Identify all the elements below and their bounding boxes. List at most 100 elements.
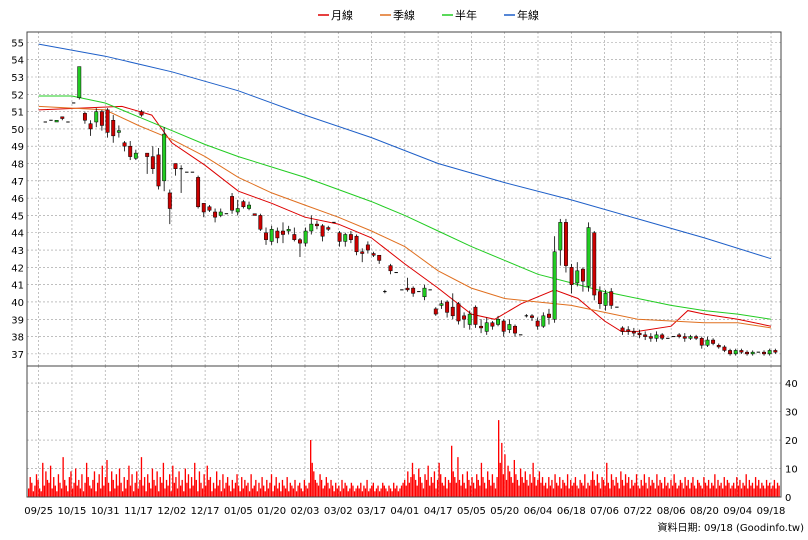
volume-bar <box>183 491 185 497</box>
volume-bar <box>667 482 669 497</box>
candle-body <box>648 336 653 339</box>
volume-bar <box>707 479 710 497</box>
volume-bar <box>327 482 329 497</box>
volume-bar <box>139 479 141 497</box>
volume-bar <box>502 474 505 497</box>
candle-body <box>507 324 512 330</box>
volume-bar <box>308 482 310 497</box>
volume-bar <box>383 485 385 497</box>
volume-bar <box>452 471 454 497</box>
volume-bar <box>393 482 395 497</box>
volume-bar <box>239 491 241 497</box>
volume-bar <box>325 477 327 497</box>
volume-bar <box>43 485 45 497</box>
volume-bar <box>103 485 105 497</box>
volume-bar <box>460 485 462 497</box>
price-tick-label: 46 <box>11 194 24 205</box>
volume-bar <box>34 485 36 497</box>
volume-bar <box>778 485 780 497</box>
volume-bar <box>740 488 743 497</box>
candle-body <box>167 192 172 209</box>
volume-bar <box>349 488 351 497</box>
volume-bar <box>551 479 553 497</box>
volume-bar <box>186 482 188 497</box>
candle-body <box>762 351 766 355</box>
candle-body <box>252 213 257 216</box>
volume-bar <box>476 474 478 497</box>
volume-bar <box>490 485 492 497</box>
price-tick-label: 43 <box>11 246 24 257</box>
date-tick-label: 09/18 <box>757 506 786 517</box>
volume-bar <box>584 474 586 497</box>
candle-body <box>54 120 59 123</box>
volume-bar <box>38 488 41 497</box>
volume-bar <box>358 488 360 497</box>
candle-body <box>586 227 591 287</box>
volume-bar <box>54 485 56 497</box>
volume-bar <box>737 485 740 497</box>
volume-bar <box>263 485 265 497</box>
volume-bar <box>31 482 33 497</box>
volume-bar <box>770 488 772 497</box>
volume-bar <box>62 457 64 497</box>
volume-bar <box>515 474 517 497</box>
volume-bar <box>82 491 85 497</box>
volume-bar <box>267 488 270 497</box>
volume-bar <box>258 482 260 497</box>
volume-bar <box>696 479 699 497</box>
volume-bar <box>400 485 403 497</box>
volume-bar <box>145 491 147 497</box>
volume-bar <box>266 479 268 497</box>
volume-bar <box>703 477 705 497</box>
volume-bar <box>247 482 249 497</box>
volume-bar <box>29 477 31 497</box>
volume-bar <box>299 482 301 497</box>
volume-bar <box>87 477 89 497</box>
volume-bar <box>764 488 766 497</box>
volume-bar <box>582 485 584 497</box>
volume-bar <box>729 488 732 497</box>
volume-bar <box>673 474 675 497</box>
volume-bar <box>419 477 421 497</box>
price-panel-frame <box>26 31 782 367</box>
volume-bar <box>698 482 700 497</box>
volume-bar <box>397 491 400 497</box>
volume-bar <box>76 485 78 497</box>
candle-body <box>411 287 416 294</box>
volume-bar <box>422 488 425 497</box>
candle-body <box>535 320 540 327</box>
volume-bar <box>427 465 429 497</box>
volume-bar <box>577 488 580 497</box>
date-tick-label: 12/17 <box>191 506 220 517</box>
volume-bar <box>75 468 77 497</box>
volume-bar <box>328 488 331 497</box>
candle-body <box>530 315 534 318</box>
volume-bar <box>487 471 489 497</box>
date-tick-label: 07/22 <box>623 506 652 517</box>
candle-body <box>501 320 506 332</box>
date-tick-label: 06/04 <box>524 506 553 517</box>
date-tick-label: 05/20 <box>490 506 519 517</box>
volume-bar <box>435 488 437 497</box>
volume-bar <box>472 482 475 497</box>
volume-bar <box>42 462 44 497</box>
volume-bar <box>142 485 144 497</box>
candle-body <box>767 350 772 355</box>
volume-bar <box>369 488 371 497</box>
candle-body <box>326 227 331 230</box>
volume-bar <box>350 482 353 497</box>
volume-bar <box>209 477 212 497</box>
candle-body <box>314 223 319 227</box>
volume-bar <box>675 482 677 497</box>
volume-bar <box>311 462 313 497</box>
volume-bar <box>433 471 436 497</box>
candle-body <box>196 177 201 208</box>
volume-bar <box>463 482 465 497</box>
price-tick-label: 38 <box>11 333 24 344</box>
volume-bar <box>64 479 66 497</box>
volume-bar <box>664 477 666 497</box>
volume-bar <box>136 471 138 497</box>
volume-bar <box>306 488 309 497</box>
volume-bar <box>56 491 58 497</box>
volume-bar <box>190 477 193 497</box>
